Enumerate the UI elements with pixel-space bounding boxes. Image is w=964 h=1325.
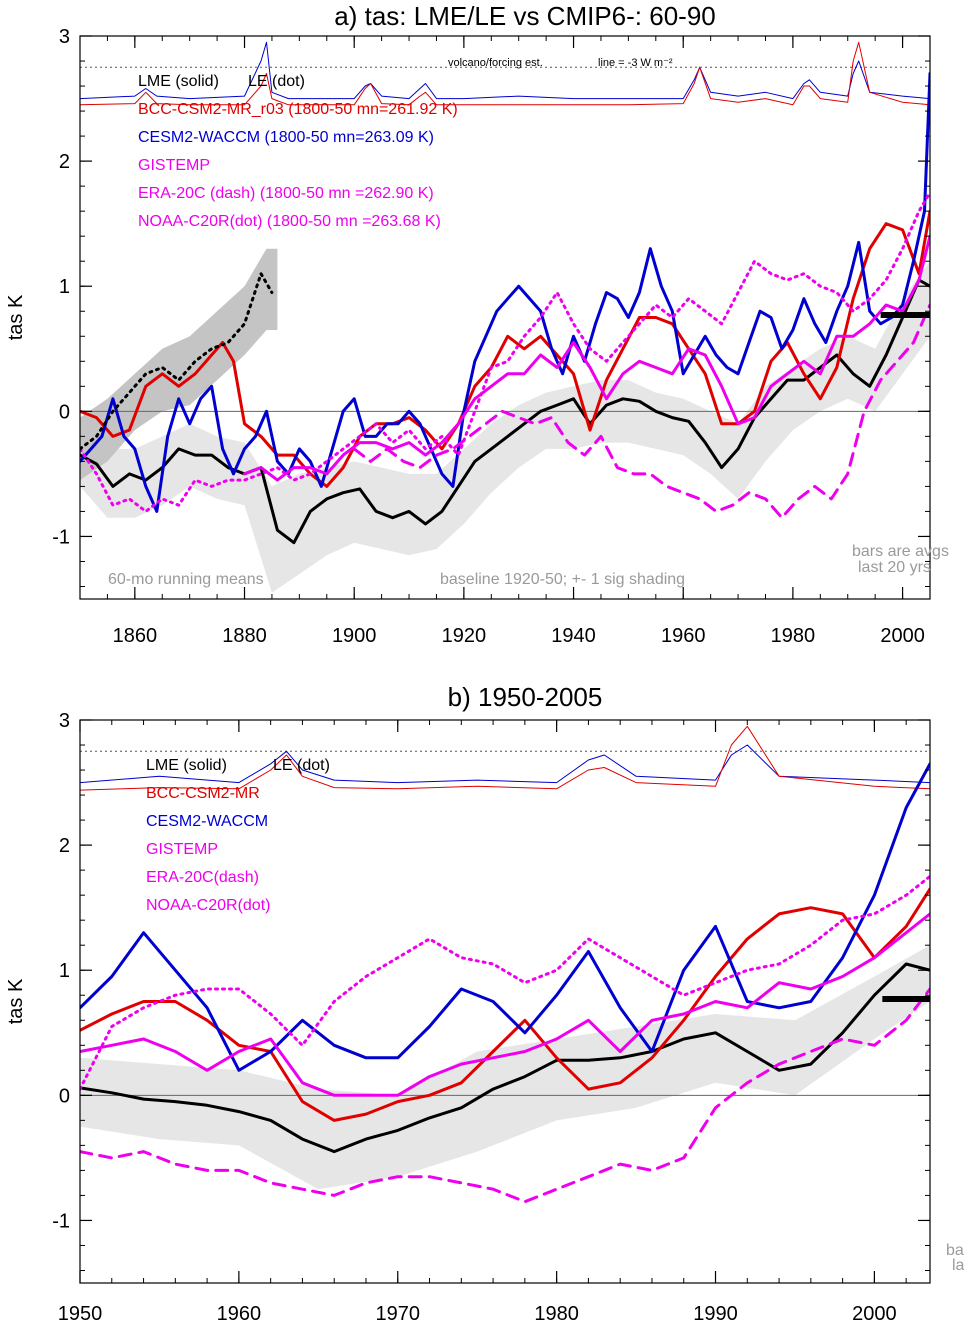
y-tick-label: 3 bbox=[59, 26, 70, 48]
shading-lme-1-sig bbox=[80, 261, 930, 593]
x-tick-label: 1960 bbox=[661, 625, 706, 647]
legend-entry: LME (solid) bbox=[146, 757, 227, 774]
y-tick-label: 1 bbox=[59, 960, 70, 982]
series-bcc-csm2-mr-forcing-line bbox=[80, 41, 930, 106]
legend-entry: LME (solid) bbox=[138, 73, 219, 90]
legend-entry: ERA-20C(dash) bbox=[146, 869, 259, 886]
shading-lme-1-sig bbox=[80, 945, 930, 1190]
y-axis-label: tas K bbox=[5, 978, 27, 1024]
series-le-line bbox=[80, 272, 274, 451]
x-tick-label: 1970 bbox=[376, 1303, 421, 1325]
chart-title: b) 1950-2005 bbox=[448, 682, 603, 712]
legend-entry: ERA-20C (dash) (1800-50 mn =262.90 K) bbox=[138, 185, 434, 202]
annotation-years-clipped: la bbox=[952, 1257, 964, 1274]
panel-a: -1 0 1 2 3 1860 1880 1900 1920 1940 1960 1980 2000 a)… bbox=[5, 1, 949, 647]
legend-entry: NOAA-C20R(dot) bbox=[146, 897, 270, 914]
y-tick-label: 2 bbox=[59, 151, 70, 173]
series-lme-line bbox=[80, 962, 930, 1154]
y-tick-label: 3 bbox=[59, 710, 70, 732]
annotation-forcing-scale: line = -3 W m⁻² bbox=[598, 57, 673, 69]
x-tick-label: 1980 bbox=[534, 1303, 579, 1325]
y-tick-label: -1 bbox=[52, 526, 70, 548]
legend-entry: LE (dot) bbox=[273, 757, 330, 774]
series-bcc-csm2-mr-line bbox=[80, 887, 930, 1122]
y-tick-label: 0 bbox=[59, 1085, 70, 1107]
x-tick-label: 1950 bbox=[58, 1303, 103, 1325]
y-tick-label: 0 bbox=[59, 401, 70, 423]
series-era-20c-line bbox=[352, 303, 930, 520]
series-bcc-csm2-mr-forcing-line bbox=[80, 725, 930, 791]
annotation-running-means: 60-mo running means bbox=[108, 571, 264, 588]
legend-entry: GISTEMP bbox=[138, 157, 210, 174]
legend-entry: NOAA-C20R(dot) (1800-50 mn =263.68 K) bbox=[138, 213, 441, 230]
annotation-forcing-label: volcano/forcing est. bbox=[448, 57, 543, 69]
legend-entry: GISTEMP bbox=[146, 841, 218, 858]
x-tick-label: 1980 bbox=[771, 625, 816, 647]
series-cesm2-waccm-line bbox=[80, 72, 930, 513]
series-noaa-c20r-line bbox=[80, 874, 930, 1091]
annotation-bars-clipped: ba bbox=[946, 1242, 964, 1259]
legend-entry: CESM2-WACCM bbox=[146, 813, 268, 830]
chart-title: a) tas: LME/LE vs CMIP6-: 60-90 bbox=[334, 1, 715, 31]
x-tick-label: 2000 bbox=[880, 625, 925, 647]
legend-entry: CESM2-WACCM (1800-50 mn=263.09 K) bbox=[138, 129, 434, 146]
x-tick-label: 1860 bbox=[113, 625, 158, 647]
series-cesm2-waccm-line bbox=[80, 762, 930, 1072]
y-axis-label: tas K bbox=[5, 294, 27, 340]
series-cesm2-waccm-forcing-line bbox=[80, 744, 930, 784]
x-tick-label: 1960 bbox=[217, 1303, 262, 1325]
y-tick-label: -1 bbox=[52, 1210, 70, 1232]
x-tick-label: 1880 bbox=[222, 625, 267, 647]
series-era-20c-line bbox=[80, 987, 930, 1204]
series-cesm2-waccm-forcing-line bbox=[80, 41, 930, 100]
x-tick-label: 1900 bbox=[332, 625, 377, 647]
x-tick-label: 1920 bbox=[442, 625, 487, 647]
annotation-bars-years: last 20 yrs bbox=[858, 559, 931, 576]
legend-entry: LE (dot) bbox=[248, 73, 305, 90]
y-tick-label: 2 bbox=[59, 835, 70, 857]
y-tick-label: 1 bbox=[59, 276, 70, 298]
x-tick-label: 1940 bbox=[551, 625, 596, 647]
x-tick-label: 2000 bbox=[852, 1303, 897, 1325]
annotation-bars: bars are avgs bbox=[852, 543, 949, 560]
series-gistemp-line bbox=[80, 912, 930, 1097]
annotation-baseline: baseline 1920-50; +- 1 sig shading bbox=[440, 571, 685, 588]
plot-frame bbox=[79, 35, 931, 600]
plot-area bbox=[80, 41, 930, 593]
plot-frame bbox=[79, 719, 931, 1284]
series-bcc-csm2-mr-r03-line bbox=[80, 209, 930, 488]
series-lme-line bbox=[80, 278, 930, 545]
panel-b: -1 0 1 2 3 1950 1960 1970 1980 1990 2000 b) 1950-20… bbox=[5, 682, 964, 1325]
series-gistemp-line bbox=[243, 234, 930, 482]
x-tick-label: 1990 bbox=[693, 1303, 738, 1325]
legend-entry: BCC-CSM2-MR bbox=[146, 785, 260, 802]
shading-le-1-sig bbox=[80, 248, 278, 481]
plot-area bbox=[80, 725, 930, 1204]
legend-entry: BCC-CSM2-MR_r03 (1800-50 mn=261.92 K) bbox=[138, 101, 458, 118]
